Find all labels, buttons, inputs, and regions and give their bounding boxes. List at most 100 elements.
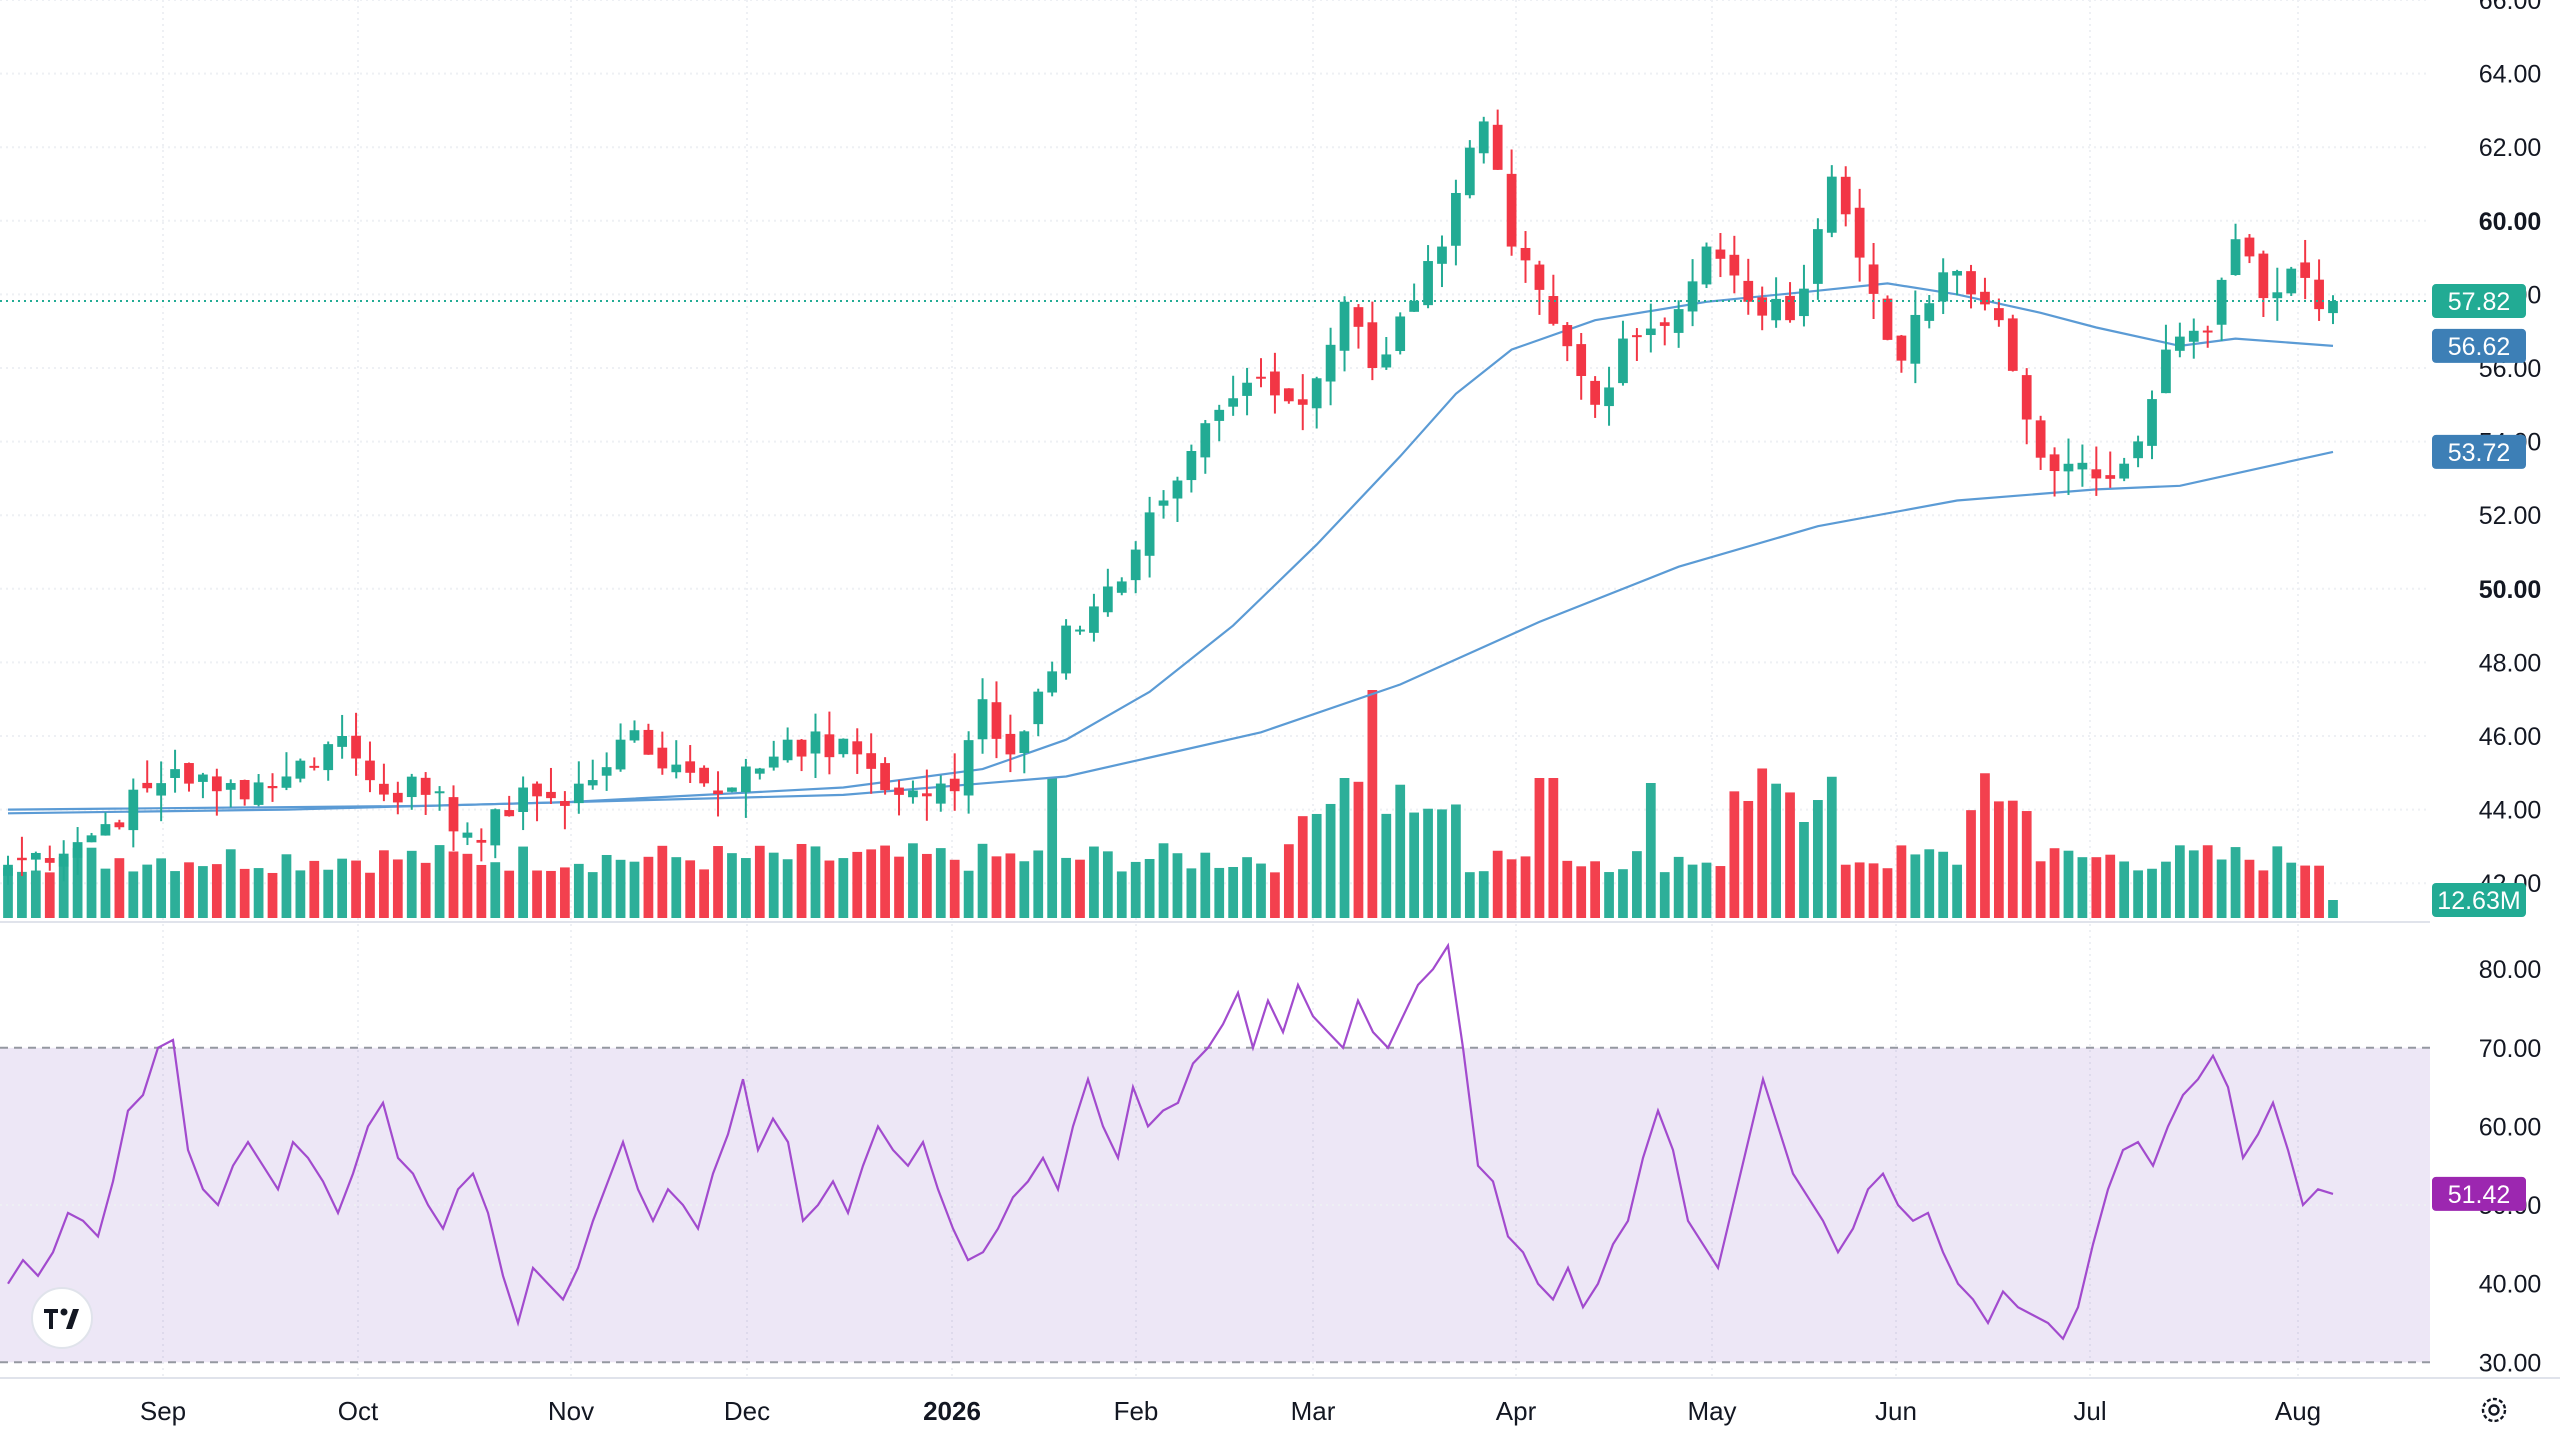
candle-body[interactable] xyxy=(601,767,612,776)
candle-body[interactable] xyxy=(532,783,542,797)
time-axis[interactable]: Sep Oct Nov Dec 2026 Feb Mar Apr May Jun Jul Aug xyxy=(140,1396,2321,1426)
candle-body[interactable] xyxy=(2272,292,2283,299)
candle-body[interactable] xyxy=(1339,301,1350,351)
candle-body[interactable] xyxy=(2216,279,2227,325)
candle-body[interactable] xyxy=(1506,173,1517,247)
candle-body[interactable] xyxy=(1576,344,1587,377)
candle-body[interactable] xyxy=(1993,308,2004,321)
candle-body[interactable] xyxy=(365,760,375,781)
candle-body[interactable] xyxy=(1061,625,1071,674)
candle-body[interactable] xyxy=(1395,316,1406,352)
candle-body[interactable] xyxy=(1228,398,1239,407)
candle-body[interactable] xyxy=(2188,330,2199,342)
candle-body[interactable] xyxy=(420,777,431,795)
candle-body[interactable] xyxy=(1075,629,1085,632)
candle-body[interactable] xyxy=(727,787,737,792)
candle-body[interactable] xyxy=(2021,375,2032,420)
candle-body[interactable] xyxy=(504,810,515,817)
candle-body[interactable] xyxy=(657,747,668,769)
candle-body[interactable] xyxy=(1464,147,1475,196)
candle-body[interactable] xyxy=(2314,279,2324,310)
candle-body[interactable] xyxy=(1659,322,1670,326)
candle-body[interactable] xyxy=(1826,176,1837,233)
candle-body[interactable] xyxy=(337,736,348,747)
candle-body[interactable] xyxy=(198,774,208,782)
candle-body[interactable] xyxy=(2300,262,2311,278)
candle-body[interactable] xyxy=(211,776,222,792)
candle-body[interactable] xyxy=(2007,318,2018,371)
candle-body[interactable] xyxy=(1632,335,1642,338)
candle-body[interactable] xyxy=(2161,349,2171,394)
candle-body[interactable] xyxy=(1534,264,1545,290)
candle-body[interactable] xyxy=(239,779,250,800)
candle-body[interactable] xyxy=(1645,328,1656,336)
candle-body[interactable] xyxy=(587,780,598,786)
candle-body[interactable] xyxy=(741,766,751,793)
candle-body[interactable] xyxy=(894,787,904,795)
candle-body[interactable] xyxy=(1492,124,1503,170)
candle-body[interactable] xyxy=(1283,388,1294,402)
candle-body[interactable] xyxy=(810,731,821,754)
candle-body[interactable] xyxy=(1896,335,1907,361)
candle-body[interactable] xyxy=(351,735,361,759)
candle-body[interactable] xyxy=(2174,336,2185,351)
candle-body[interactable] xyxy=(1158,500,1169,506)
candle-body[interactable] xyxy=(86,835,97,843)
candle-body[interactable] xyxy=(17,857,27,861)
candle-body[interactable] xyxy=(1200,423,1211,458)
candle-body[interactable] xyxy=(490,809,501,846)
candle-body[interactable] xyxy=(2230,239,2241,276)
candle-body[interactable] xyxy=(1673,309,1684,333)
candle-body[interactable] xyxy=(1089,606,1099,633)
candle-body[interactable] xyxy=(880,763,890,791)
candle-body[interactable] xyxy=(2286,268,2297,294)
candle-body[interactable] xyxy=(142,782,153,789)
candle-body[interactable] xyxy=(2119,463,2130,479)
candle-body[interactable] xyxy=(908,790,918,798)
candle-body[interactable] xyxy=(44,858,55,863)
candle-body[interactable] xyxy=(1938,272,1949,302)
candle-body[interactable] xyxy=(615,739,626,770)
candle-body[interactable] xyxy=(1868,264,1879,294)
candle-body[interactable] xyxy=(1019,731,1030,754)
candle-body[interactable] xyxy=(1451,192,1461,246)
candle-body[interactable] xyxy=(1172,480,1183,499)
candle-body[interactable] xyxy=(2202,330,2213,333)
candle-body[interactable] xyxy=(2035,420,2046,458)
candle-body[interactable] xyxy=(1409,300,1420,312)
candle-body[interactable] xyxy=(560,801,570,806)
candle-body[interactable] xyxy=(170,769,180,778)
candle-body[interactable] xyxy=(1604,387,1614,407)
candle-body[interactable] xyxy=(114,822,125,828)
candle-body[interactable] xyxy=(1618,338,1628,384)
candle-body[interactable] xyxy=(2049,454,2060,472)
candle-body[interactable] xyxy=(1005,733,1016,755)
tradingview-logo-icon[interactable] xyxy=(31,1287,93,1349)
candle-body[interactable] xyxy=(392,792,403,803)
candle-body[interactable] xyxy=(2147,399,2157,446)
candle-body[interactable] xyxy=(935,783,946,804)
candle-body[interactable] xyxy=(1701,246,1712,285)
candle-body[interactable] xyxy=(1799,288,1809,317)
candle-body[interactable] xyxy=(921,793,932,797)
candle-body[interactable] xyxy=(1924,303,1935,321)
candle-body[interactable] xyxy=(1437,246,1447,264)
candle-body[interactable] xyxy=(1047,671,1058,693)
candle-body[interactable] xyxy=(699,767,709,784)
candle-body[interactable] xyxy=(866,753,877,769)
candle-body[interactable] xyxy=(629,730,640,741)
candle-body[interactable] xyxy=(824,734,835,758)
candle-body[interactable] xyxy=(58,853,69,867)
candle-body[interactable] xyxy=(1562,325,1573,347)
candle-body[interactable] xyxy=(295,760,306,779)
gear-icon[interactable] xyxy=(2481,1397,2507,1423)
candle-body[interactable] xyxy=(1966,271,1976,295)
candle-body[interactable] xyxy=(1367,322,1378,368)
candle-body[interactable] xyxy=(434,791,445,794)
candle-body[interactable] xyxy=(1590,380,1600,405)
candle-body[interactable] xyxy=(448,797,459,832)
candle-body[interactable] xyxy=(476,839,487,843)
candle-body[interactable] xyxy=(72,842,83,858)
